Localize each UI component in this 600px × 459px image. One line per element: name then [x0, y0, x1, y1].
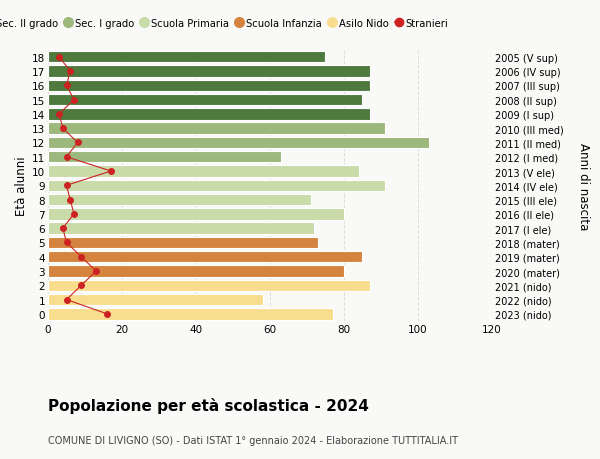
Bar: [48, 80, 370, 92]
Bar: [48, 66, 370, 78]
Bar: [48, 280, 370, 291]
Text: Popolazione per età scolastica - 2024: Popolazione per età scolastica - 2024: [48, 397, 369, 413]
Text: COMUNE DI LIVIGNO (SO) - Dati ISTAT 1° gennaio 2024 - Elaborazione TUTTITALIA.IT: COMUNE DI LIVIGNO (SO) - Dati ISTAT 1° g…: [48, 435, 458, 445]
Bar: [48, 237, 318, 249]
Bar: [48, 95, 362, 106]
Bar: [48, 266, 344, 277]
Bar: [48, 209, 344, 220]
Bar: [48, 195, 311, 206]
Bar: [48, 252, 362, 263]
Bar: [48, 151, 281, 163]
Legend: Sec. II grado, Sec. I grado, Scuola Primaria, Scuola Infanzia, Asilo Nido, Stran: Sec. II grado, Sec. I grado, Scuola Prim…: [0, 19, 449, 29]
Bar: [48, 223, 314, 235]
Bar: [48, 123, 385, 134]
Bar: [48, 180, 385, 191]
Y-axis label: Età alunni: Età alunni: [15, 156, 28, 216]
Bar: [48, 166, 359, 177]
Bar: [48, 137, 429, 149]
Bar: [48, 52, 325, 63]
Bar: [48, 308, 333, 320]
Bar: [48, 294, 263, 306]
Bar: [48, 109, 370, 120]
Y-axis label: Anni di nascita: Anni di nascita: [577, 142, 590, 230]
